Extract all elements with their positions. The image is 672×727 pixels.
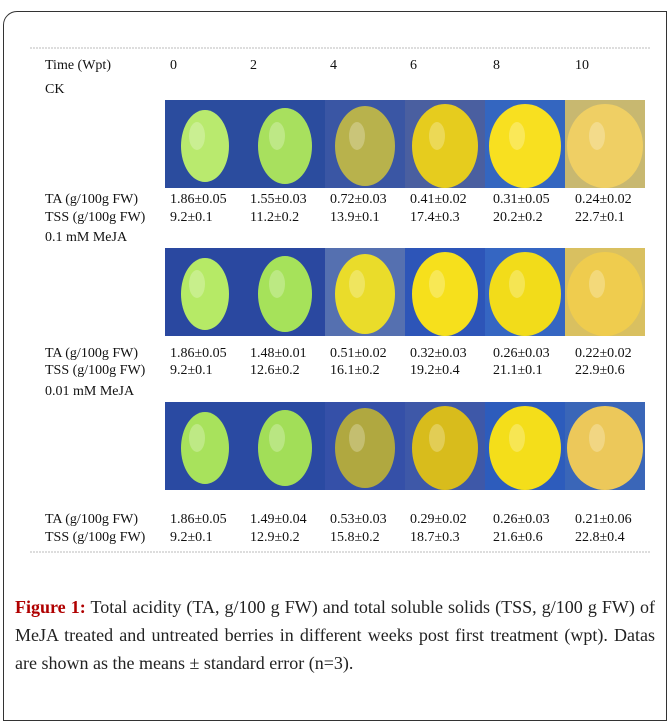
berry-highlight <box>509 424 525 452</box>
tss-value: 12.6±0.2 <box>250 363 300 378</box>
berry <box>335 254 395 334</box>
ta-value: 0.26±0.03 <box>493 512 550 527</box>
berry-highlight <box>589 424 605 452</box>
tss-value: 17.4±0.3 <box>410 210 460 225</box>
ta-value: 0.72±0.03 <box>330 192 387 207</box>
ta-label: TA (g/100g FW) <box>45 192 138 207</box>
berry <box>258 108 312 184</box>
berry <box>567 104 643 188</box>
berry <box>181 110 229 182</box>
time-label: 8 <box>493 58 500 73</box>
time-label: 6 <box>410 58 417 73</box>
berry-highlight <box>509 270 525 298</box>
ta-value: 1.86±0.05 <box>170 346 227 361</box>
berry <box>335 408 395 488</box>
tss-value: 20.2±0.2 <box>493 210 543 225</box>
ta-value: 0.41±0.02 <box>410 192 467 207</box>
caption-text: Total acidity (TA, g/100 g FW) and total… <box>15 597 655 673</box>
ta-value: 0.22±0.02 <box>575 346 632 361</box>
time-label: 2 <box>250 58 257 73</box>
time-label: 10 <box>575 58 589 73</box>
tss-value: 21.6±0.6 <box>493 530 543 545</box>
berry <box>412 104 478 188</box>
berry-highlight <box>269 122 285 150</box>
berry-highlight <box>349 122 365 150</box>
berry-highlight <box>349 424 365 452</box>
berry-highlight <box>269 424 285 452</box>
berry-highlight <box>189 270 205 298</box>
berry-highlight <box>189 122 205 150</box>
tss-value: 15.8±0.2 <box>330 530 380 545</box>
group-name: 0.1 mM MeJA <box>45 230 128 245</box>
berry <box>181 412 229 484</box>
berry <box>258 410 312 486</box>
tss-value: 22.7±0.1 <box>575 210 625 225</box>
berry-highlight <box>189 424 205 452</box>
ta-value: 0.31±0.05 <box>493 192 550 207</box>
berry <box>567 252 643 336</box>
caption-label: Figure 1: <box>15 597 86 617</box>
header-label: Time (Wpt) <box>45 58 111 73</box>
tss-value: 9.2±0.1 <box>170 363 213 378</box>
tss-value: 19.2±0.4 <box>410 363 460 378</box>
tss-value: 13.9±0.1 <box>330 210 380 225</box>
group-name: CK <box>45 82 64 97</box>
ta-value: 1.55±0.03 <box>250 192 307 207</box>
berry-highlight <box>429 424 445 452</box>
berry <box>335 106 395 186</box>
ta-label: TA (g/100g FW) <box>45 346 138 361</box>
ta-value: 0.21±0.06 <box>575 512 632 527</box>
berry <box>489 104 561 188</box>
berry <box>412 406 478 490</box>
tss-value: 12.9±0.2 <box>250 530 300 545</box>
ta-value: 0.51±0.02 <box>330 346 387 361</box>
berry-highlight <box>269 270 285 298</box>
tss-value: 22.8±0.4 <box>575 530 625 545</box>
berry-highlight <box>349 270 365 298</box>
tss-value: 21.1±0.1 <box>493 363 543 378</box>
page: Time (Wpt) 0 2 4 6 8 10 CK TA (g/100g FW) TSS (g… <box>0 0 672 727</box>
ta-value: 1.86±0.05 <box>170 512 227 527</box>
berry-highlight <box>429 122 445 150</box>
berry <box>258 256 312 332</box>
ta-label: TA (g/100g FW) <box>45 512 138 527</box>
berry-highlight <box>589 122 605 150</box>
berry <box>567 406 643 490</box>
ta-value: 0.26±0.03 <box>493 346 550 361</box>
tss-value: 18.7±0.3 <box>410 530 460 545</box>
tss-value: 11.2±0.2 <box>250 210 299 225</box>
tss-value: 16.1±0.2 <box>330 363 380 378</box>
tss-value: 22.9±0.6 <box>575 363 625 378</box>
ta-value: 1.49±0.04 <box>250 512 307 527</box>
berry <box>489 252 561 336</box>
ta-value: 1.86±0.05 <box>170 192 227 207</box>
ta-value: 0.53±0.03 <box>330 512 387 527</box>
figure: Time (Wpt) 0 2 4 6 8 10 CK TA (g/100g FW) TSS (g… <box>0 0 672 590</box>
berry <box>412 252 478 336</box>
ta-value: 0.32±0.03 <box>410 346 467 361</box>
berry-highlight <box>429 270 445 298</box>
caption: Figure 1: Total acidity (TA, g/100 g FW)… <box>15 593 655 677</box>
berry <box>489 406 561 490</box>
ta-value: 1.48±0.01 <box>250 346 307 361</box>
berry-highlight <box>589 270 605 298</box>
time-label: 4 <box>330 58 337 73</box>
tss-label: TSS (g/100g FW) <box>45 210 146 225</box>
ta-value: 0.24±0.02 <box>575 192 632 207</box>
tss-label: TSS (g/100g FW) <box>45 530 146 545</box>
ta-value: 0.29±0.02 <box>410 512 467 527</box>
time-label: 0 <box>170 58 177 73</box>
berry <box>181 258 229 330</box>
group-name: 0.01 mM MeJA <box>45 384 135 399</box>
tss-label: TSS (g/100g FW) <box>45 363 146 378</box>
tss-value: 9.2±0.1 <box>170 530 213 545</box>
berry-highlight <box>509 122 525 150</box>
tss-value: 9.2±0.1 <box>170 210 213 225</box>
